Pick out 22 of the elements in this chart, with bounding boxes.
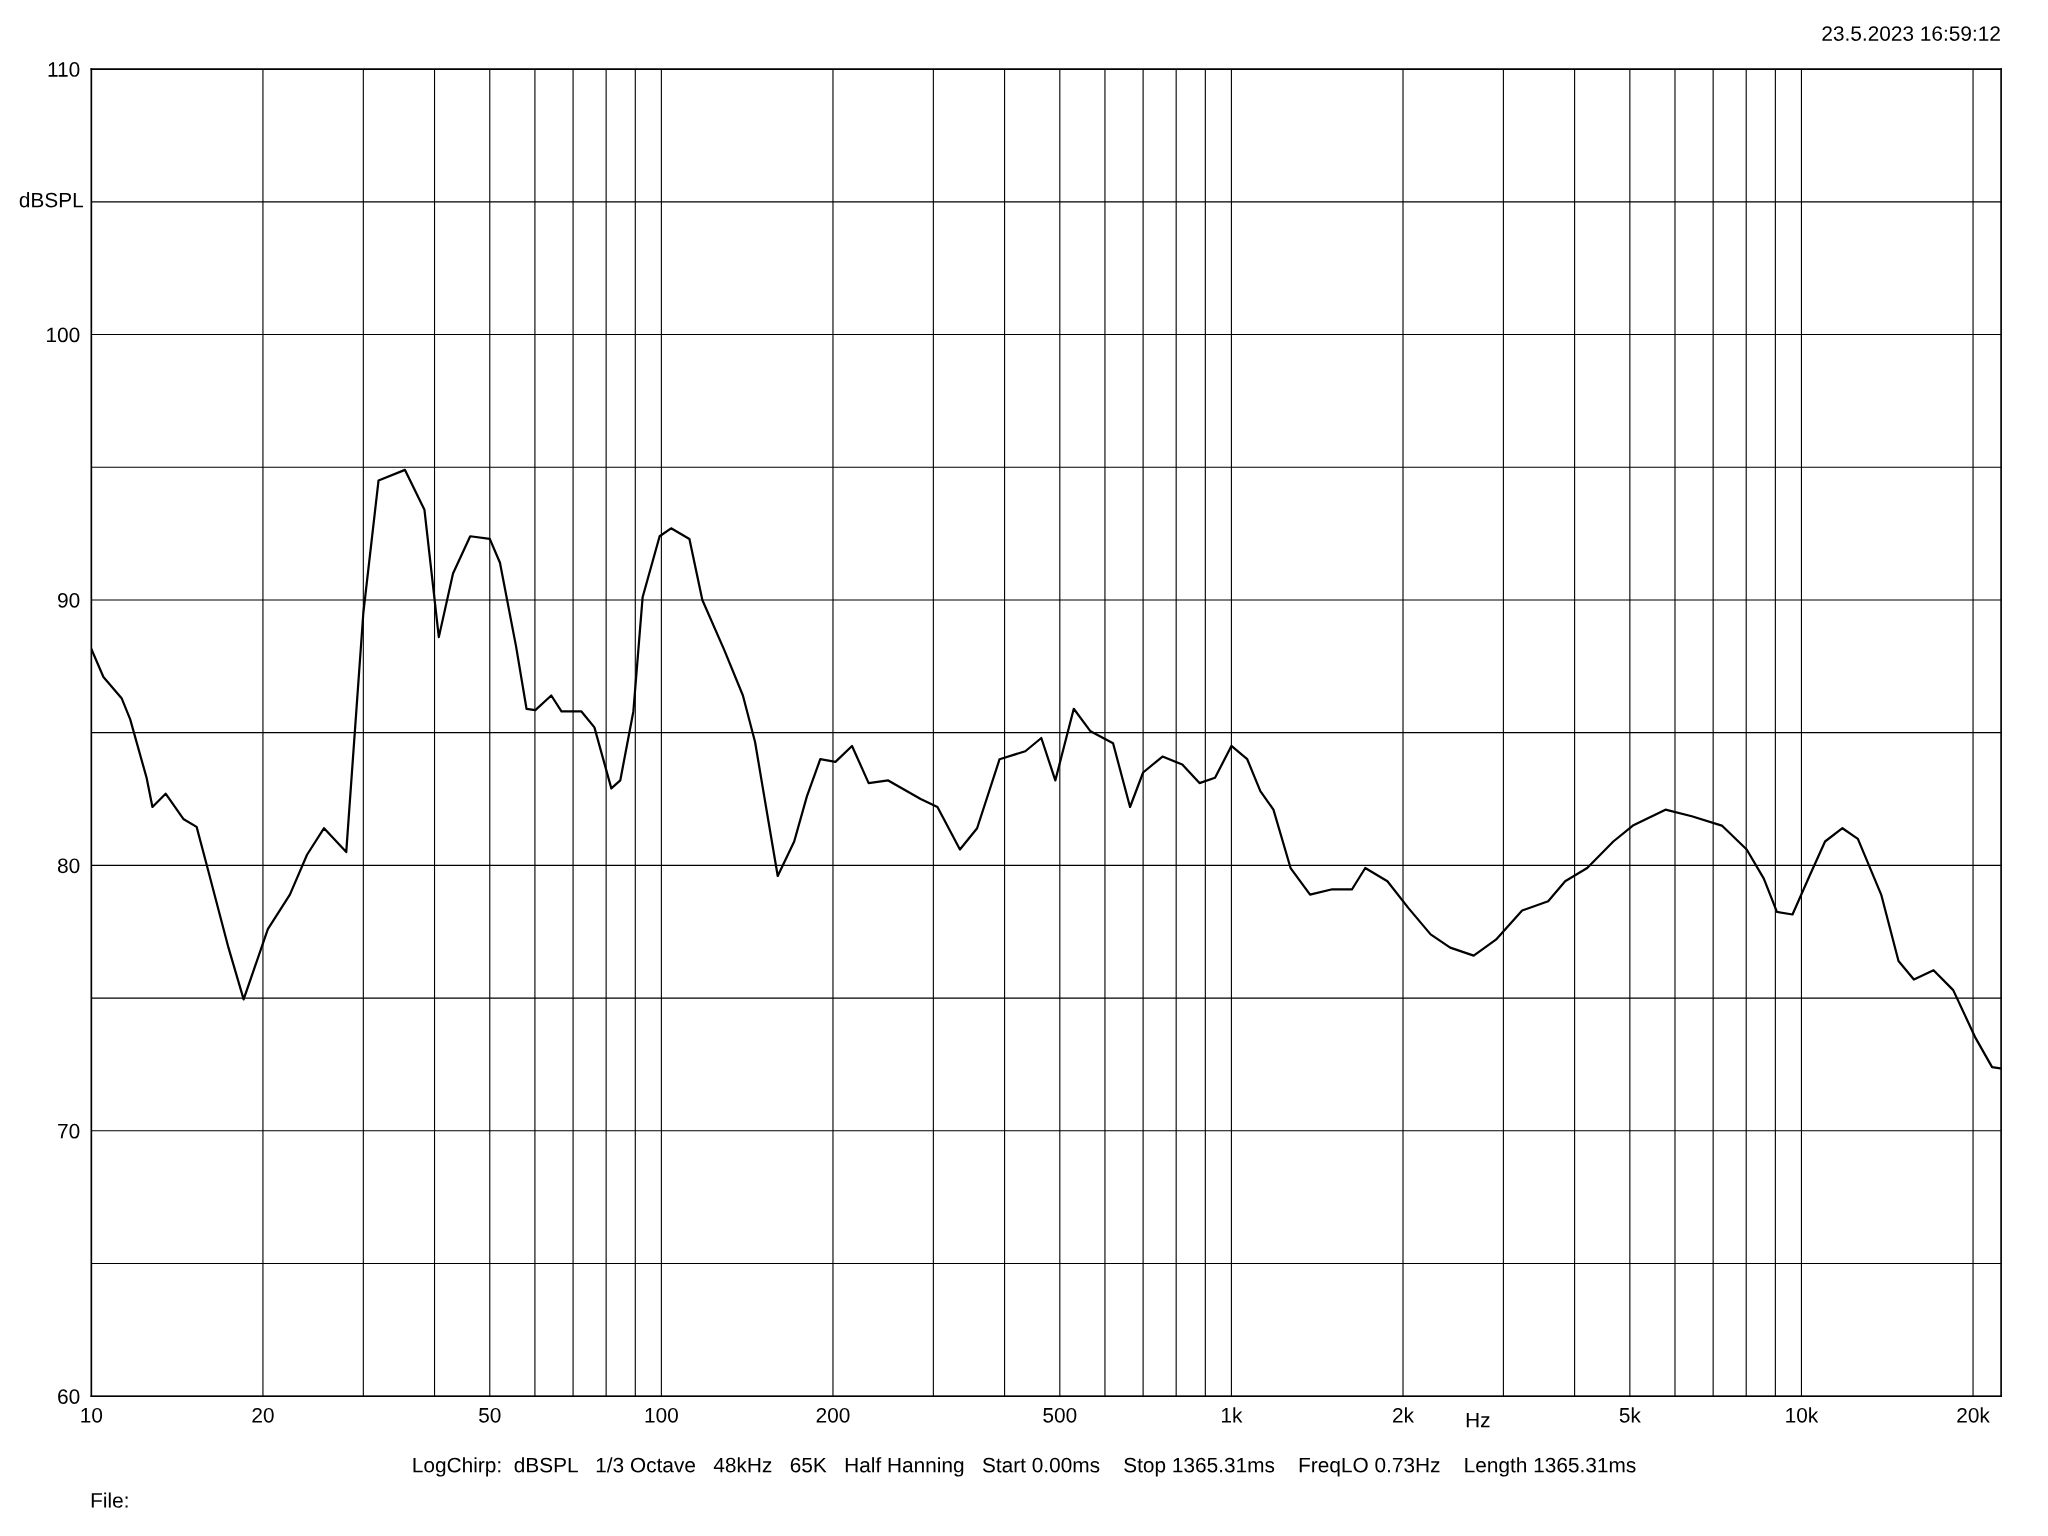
y-tick-label: 110 [48,62,80,77]
x-tick-label: 20k [1957,1407,1990,1423]
x-tick-label: 50 [479,1407,501,1423]
y-tick-label: 90 [58,592,80,608]
text: File: [91,1492,128,1508]
x-tick-label: 500 [1043,1407,1077,1423]
y-tick-label: 60 [58,1389,80,1404]
x-tick-label: 5k [1619,1407,1641,1423]
x-tick-label: 200 [816,1407,850,1423]
x-tick-label: 1k [1222,1407,1243,1423]
y-axis-title: dBSPL [19,192,84,208]
x-tick-label: 10 [81,1407,103,1423]
x-tick-label: 100 [645,1407,678,1423]
x-axis-title: Hz [1466,1412,1490,1428]
x-tick-label: 10k [1786,1407,1819,1423]
y-tick-label: 80 [57,858,80,874]
text: 23.5.2023 16:59:12 [1822,26,2000,41]
y-tick-label: 70 [58,1123,80,1139]
y-tick-label: 100 [47,327,80,343]
x-tick-label: 20 [252,1407,274,1423]
text: LogChirp: dBSPL 1/3 Octave 48kHz 65K Half Hanning Start 0.00ms Stop 1365.31ms FreqLO 0.73Hz Length 1365.31ms [413,1457,1636,1477]
x-tick-label: 2k [1393,1407,1415,1423]
